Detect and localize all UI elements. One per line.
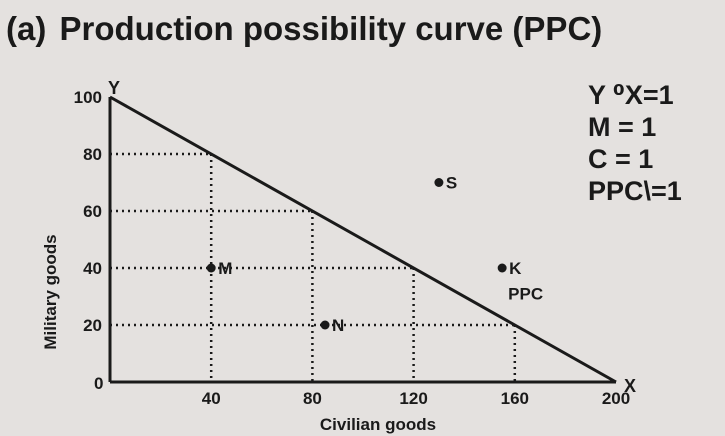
y-axis-title: Military goods — [41, 234, 60, 349]
note-line: PPC\=1 — [588, 176, 682, 206]
y-tick-label: 40 — [83, 259, 102, 278]
point-marker-k — [497, 263, 507, 273]
axes — [108, 97, 616, 384]
tick-labels: 20 40 60 80 100 40 80 120 160 200 — [74, 88, 631, 408]
curve-label: PPC — [508, 285, 543, 304]
note-line: Y ⁰X=1 — [588, 80, 674, 110]
y-tick-label: 60 — [83, 202, 102, 221]
point-label-n: N — [332, 316, 344, 335]
x-axis-title: Civilian goods — [320, 415, 436, 434]
figure-label: (a) — [6, 10, 46, 47]
point-marker-n — [320, 320, 330, 330]
y-tick-label: 80 — [83, 145, 102, 164]
ppc-curve-group: PPC — [109, 95, 617, 384]
ppc-curve — [109, 95, 617, 384]
x-tick-label: 160 — [501, 389, 529, 408]
y-tick-label: 100 — [74, 88, 102, 107]
note-line: M = 1 — [588, 112, 656, 142]
x-tick-label: 80 — [303, 389, 322, 408]
notes-block: Y ⁰X=1 M = 1 C = 1 PPC\=1 — [588, 80, 682, 206]
point-label-s: S — [446, 174, 457, 193]
y-axis-letter: Y — [108, 78, 120, 98]
svg-text:(a) Production possibili: (a) Production possibility curve (PPC) — [6, 10, 602, 47]
origin-label: 0 — [94, 374, 103, 393]
data-points: S K M N — [206, 174, 522, 335]
x-tick-label: 200 — [602, 389, 630, 408]
point-label-k: K — [509, 259, 522, 278]
chart-title: Production possibility curve (PPC) — [60, 10, 603, 47]
x-axis-letter: X — [624, 376, 636, 396]
point-marker-m — [206, 263, 216, 273]
x-tick-label: 40 — [202, 389, 221, 408]
point-label-m: M — [218, 259, 232, 278]
x-tick-label: 120 — [399, 389, 427, 408]
y-tick-label: 20 — [83, 316, 102, 335]
point-marker-s — [434, 178, 444, 187]
note-line: C = 1 — [588, 144, 653, 174]
